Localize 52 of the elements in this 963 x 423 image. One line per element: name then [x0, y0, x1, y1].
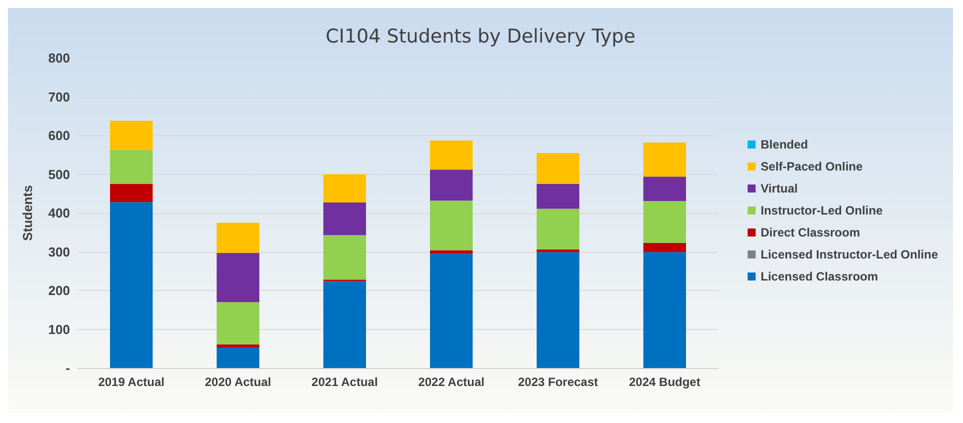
bar [430, 200, 473, 250]
bar [216, 222, 260, 253]
bar [536, 184, 580, 209]
bar [110, 150, 153, 184]
bar [323, 281, 366, 368]
legend-label: Self-Paced Online [760, 160, 863, 174]
bar [430, 170, 473, 201]
x-tick-label: 2021 Actual [312, 375, 378, 389]
bar [536, 252, 580, 368]
y-axis-title: Students [20, 185, 35, 241]
bar [643, 176, 686, 201]
legend-label: Instructor-Led Online [760, 204, 883, 218]
y-tick-label: - [66, 360, 70, 376]
bar [430, 140, 473, 170]
y-tick-label: 800 [48, 50, 70, 66]
x-tick-label: 2022 Actual [418, 375, 484, 389]
bar [430, 254, 473, 368]
legend-label: Licensed Instructor-Led Online [760, 248, 938, 262]
chart-title: CI104 Students by Delivery Type [326, 26, 636, 48]
bar [110, 120, 153, 150]
bar [323, 235, 366, 280]
bar [430, 250, 473, 254]
y-tick-label: 700 [48, 89, 70, 104]
bar [216, 347, 260, 368]
y-tick-label: 100 [48, 322, 70, 337]
bar [643, 242, 686, 252]
bar [323, 202, 366, 236]
bar [643, 200, 686, 243]
y-tick-label: 500 [48, 166, 70, 182]
bar [216, 302, 260, 344]
x-tick-label: 2023 Forecast [518, 375, 598, 389]
bar [216, 344, 260, 348]
legend-label: Blended [760, 138, 808, 152]
y-tick-label: 600 [48, 128, 70, 143]
x-tick-label: 2019 Actual [98, 375, 164, 389]
bar [110, 184, 153, 202]
x-tick-label: 2024 Budget [628, 375, 700, 389]
y-tick-label: 200 [48, 283, 70, 298]
bar [536, 152, 580, 184]
bar [536, 208, 580, 250]
y-tick-label: 300 [48, 244, 70, 260]
x-tick-label: 2020 Actual [204, 375, 272, 389]
bar [643, 142, 686, 177]
bar [323, 174, 366, 203]
bar [110, 202, 153, 368]
y-tick-label: 400 [48, 206, 70, 220]
bar [643, 252, 686, 368]
legend-label: Licensed Classroom [760, 270, 878, 284]
legend-label: Virtual [760, 182, 798, 196]
legend-label: Direct Classroom [760, 226, 860, 240]
bar [536, 249, 580, 252]
bar [216, 252, 260, 302]
